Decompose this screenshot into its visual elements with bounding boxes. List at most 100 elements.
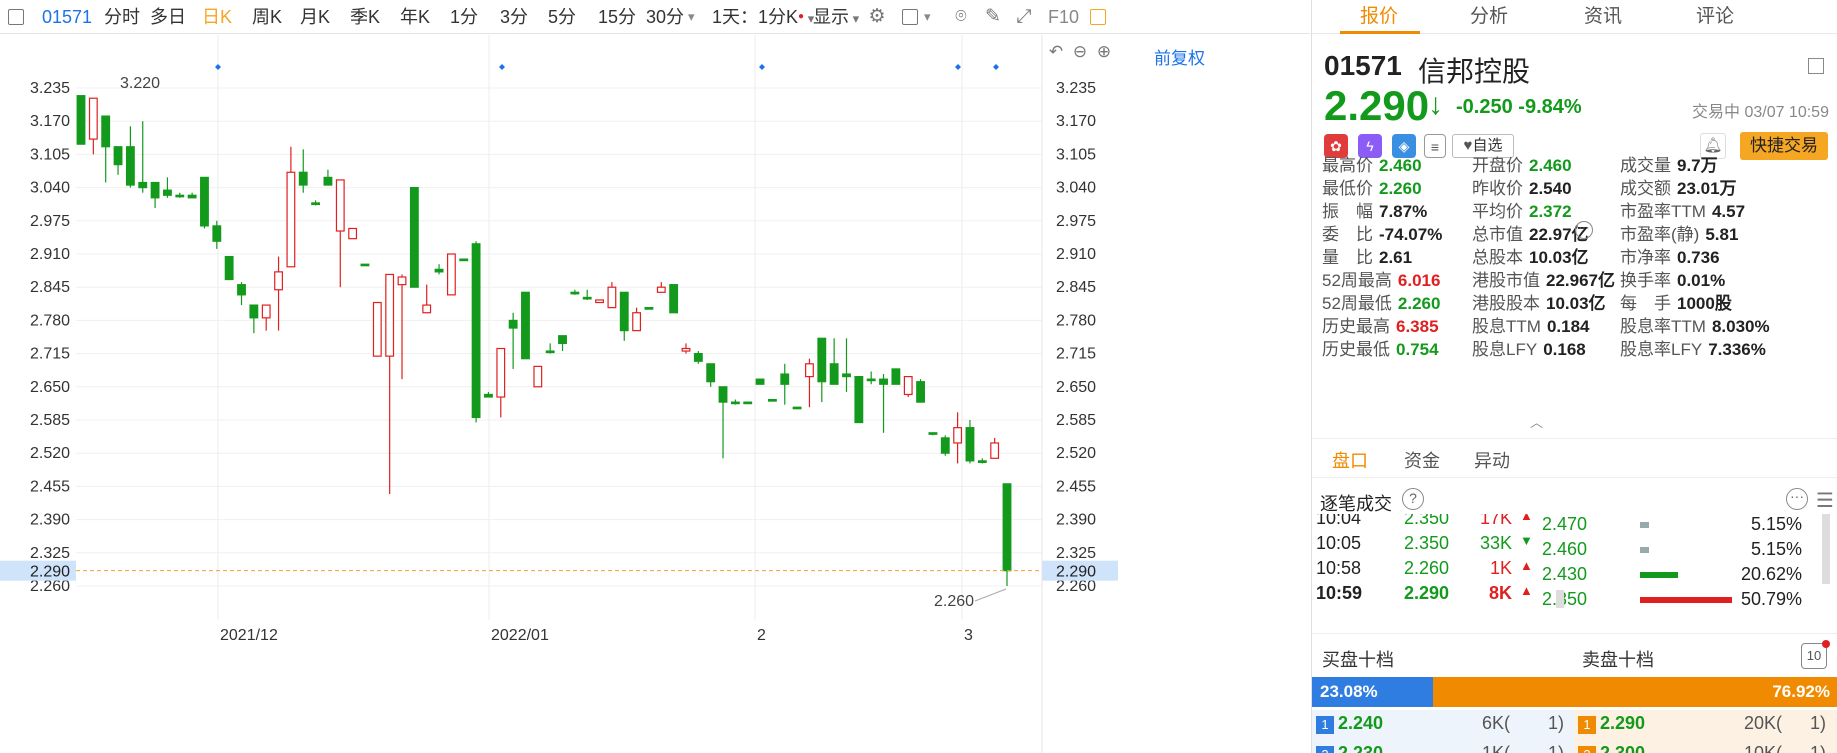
candle-body[interactable] [755,378,765,385]
settings-icon[interactable]: ⚙ [868,6,886,27]
candle-body[interactable] [434,268,444,273]
candle-body[interactable] [693,353,703,362]
event-marker-icon[interactable] [759,64,765,70]
bid-row[interactable]: 2 2.230 [1316,743,1383,753]
candle-body[interactable] [496,347,506,398]
candle-body[interactable] [348,227,358,240]
candle-body[interactable] [298,171,308,186]
candle-body[interactable] [570,291,580,295]
candle-body[interactable] [928,432,938,435]
candle-body[interactable] [212,225,222,242]
candle-body[interactable] [903,375,913,396]
candle-body[interactable] [471,243,481,419]
candle-body[interactable] [842,373,851,378]
chevron-down-icon[interactable]: ▾ [924,9,931,24]
candle-body[interactable] [706,363,716,383]
sidebar-toggle-icon[interactable] [8,9,24,25]
candle-body[interactable] [545,350,555,354]
more-icon[interactable]: ··· [1786,488,1808,510]
candle-body[interactable] [446,253,456,296]
candle-body[interactable] [274,271,283,291]
candle-body[interactable] [372,301,382,357]
candle-body[interactable] [508,319,518,329]
period-5[interactable]: 季K [350,7,381,27]
candle-body[interactable] [891,368,901,385]
candle-body[interactable] [150,181,160,199]
candle-body[interactable] [792,406,802,410]
layout-icon[interactable] [1808,58,1824,74]
tab-orderbook[interactable]: 盘口 [1332,451,1368,471]
candle-body[interactable] [681,347,691,352]
f10-button[interactable]: F10 [1048,7,1080,27]
candle-body[interactable] [953,427,963,444]
period-8[interactable]: 3分 [500,7,529,27]
candle-body[interactable] [397,276,407,286]
candle-body[interactable] [916,381,926,403]
candle-body[interactable] [595,299,604,304]
ask-row[interactable]: 2 2.300 [1578,743,1645,753]
candle-body[interactable] [990,442,1000,459]
candle-body[interactable] [866,378,876,382]
candle-body[interactable] [200,176,209,227]
candle-body[interactable] [88,97,98,140]
more-icon[interactable]: ··· [1575,221,1593,239]
period-7[interactable]: 1分 [450,7,479,27]
candle-body[interactable] [187,194,197,199]
candle-body[interactable] [805,363,814,378]
ticks-scrollbar[interactable] [1556,590,1564,608]
camera-icon[interactable]: ⌾ [955,6,967,27]
period-1[interactable]: 多日 [150,7,186,27]
candle-body[interactable] [286,171,296,268]
candle-body[interactable] [323,176,333,186]
hk-flag-icon[interactable]: ✿ [1324,134,1348,158]
quick-trade-button[interactable]: 快捷交易 [1740,132,1828,160]
candle-body[interactable] [829,363,839,385]
candle-body[interactable] [224,255,234,281]
tab-news[interactable]: 资讯 [1584,6,1623,27]
ask-row[interactable]: 1 2.290 [1578,713,1645,734]
candle-body[interactable] [459,258,469,262]
candle-body[interactable] [422,304,432,314]
tab-funds[interactable]: 资金 [1404,451,1440,471]
candle-body[interactable] [409,187,419,288]
candle-body[interactable] [767,398,777,402]
stock-code[interactable]: 01571 [42,7,93,27]
period-6[interactable]: 年K [400,7,431,27]
ticks-list[interactable]: 10:04 2.350 17K ▲ 10:05 2.350 33K ▼ 10:58 2.260 1K… [1312,514,1837,634]
candle-body[interactable] [607,286,617,309]
candle-body[interactable] [817,337,827,383]
tab-analysis[interactable]: 分析 [1470,6,1509,27]
candle-body[interactable] [533,365,543,388]
candle-body[interactable] [718,386,728,403]
zoom-in-icon[interactable]: ⊕ [1096,42,1112,61]
candle-body[interactable] [780,373,790,385]
period-chevron-icon[interactable]: ▾ [688,9,695,24]
zoom-out-icon[interactable]: ⊖ [1072,42,1088,61]
dist-scrollbar[interactable] [1822,514,1830,584]
bell-icon[interactable]: 🔔︎ [1700,133,1726,159]
period-10[interactable]: 15分 [598,7,637,27]
candle-body[interactable] [175,194,185,198]
flash-icon[interactable]: ϟ [1358,134,1382,158]
candle-body[interactable] [138,181,148,189]
adjust-restore-link[interactable]: 前复权 [1154,49,1205,68]
candle-body[interactable] [125,146,135,186]
candle-body[interactable] [965,427,975,462]
book-depth-button[interactable]: 10 [1801,643,1827,669]
pencil-icon[interactable]: ✎ [985,6,1001,27]
candle-body[interactable] [113,146,123,166]
candle-body[interactable] [854,375,864,424]
candle-body[interactable] [521,291,530,360]
candle-body[interactable] [669,284,679,314]
candle-body[interactable] [335,179,345,232]
tab-anomaly[interactable]: 异动 [1474,451,1510,471]
candle-body[interactable] [977,460,987,463]
interval-selector[interactable]: 1天：1分K● ▾ [712,7,815,27]
event-marker-icon[interactable] [993,64,999,70]
candle-body[interactable] [582,296,592,300]
event-marker-icon[interactable] [499,64,505,70]
panel-toggle-icon[interactable] [1090,9,1106,25]
candle-body[interactable] [484,393,493,398]
period-4[interactable]: 月K [300,7,331,27]
candle-body[interactable] [940,437,950,454]
